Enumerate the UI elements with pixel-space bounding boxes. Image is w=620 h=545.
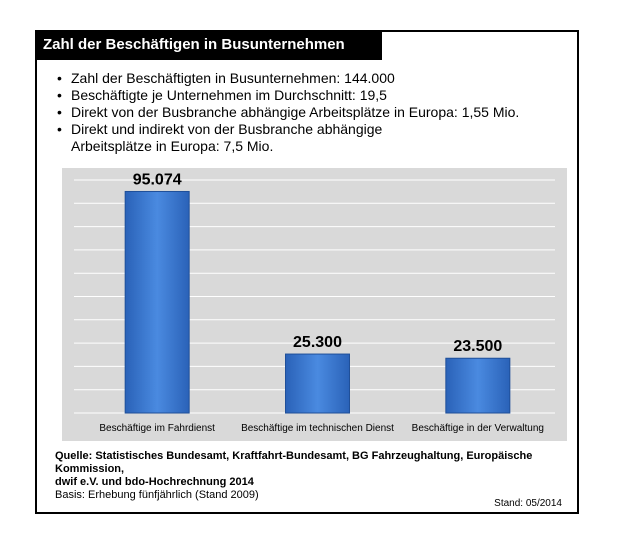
data-label: 25.300: [293, 334, 342, 351]
bullet-item: • Direkt von der Busbranche abhängige Arb…: [55, 104, 565, 121]
bullet-text: Direkt und indirekt von der Busbranche a…: [71, 121, 383, 137]
bar-chart: 95.074 25.300 23.500 Beschäftige im Fahrdi…: [62, 168, 567, 441]
source-line: dwif e.V. und bdo-Hochrechnung 2014: [55, 476, 254, 488]
bar: [445, 357, 511, 414]
bullet-text: Zahl der Beschäftigten in Busunternehmen…: [71, 70, 395, 86]
data-label: 95.074: [133, 171, 182, 188]
stand-date: Stand: 05/2014: [494, 498, 562, 509]
bullet-text-continuation: Arbeitsplätze in Europa: 7,5 Mio.: [71, 138, 274, 154]
bullet-text: Beschäftigte je Unternehmen im Durchschn…: [71, 87, 387, 103]
data-label: 23.500: [453, 338, 502, 355]
source-line: Quelle: Statistisches Bundesamt, Kraftfa…: [55, 450, 533, 475]
bullet-icon: •: [57, 87, 62, 103]
bar-chart-svg: 95.074 25.300 23.500 Beschäftige im Fahrdi…: [74, 171, 555, 434]
category-label: Beschäftige im technischen Dienst: [241, 423, 394, 434]
bullet-icon: •: [57, 121, 62, 137]
bullet-item: • Beschäftigte je Unternehmen im Durchsch…: [55, 87, 565, 104]
page-title: Zahl der Beschäftigen in Busunternehmen: [35, 30, 382, 60]
bullet-list: • Zahl der Beschäftigten in Busunternehme…: [55, 70, 565, 155]
bar: [285, 353, 350, 414]
bullet-text: Direkt von der Busbranche abhängige Arbe…: [71, 104, 520, 120]
basis-line: Basis: Erhebung fünfjährlich (Stand 2009…: [55, 489, 259, 501]
bullet-item: • Direkt und indirekt von der Busbranche …: [55, 121, 565, 155]
category-label: Beschäftige im Fahrdienst: [99, 423, 215, 434]
bullet-item: • Zahl der Beschäftigten in Busunternehme…: [55, 70, 565, 87]
bar: [124, 190, 190, 414]
source-note: Quelle: Statistisches Bundesamt, Kraftfa…: [55, 450, 575, 502]
bullet-icon: •: [57, 104, 62, 120]
bullet-icon: •: [57, 70, 62, 86]
category-label: Beschäftige in der Verwaltung: [412, 423, 544, 434]
